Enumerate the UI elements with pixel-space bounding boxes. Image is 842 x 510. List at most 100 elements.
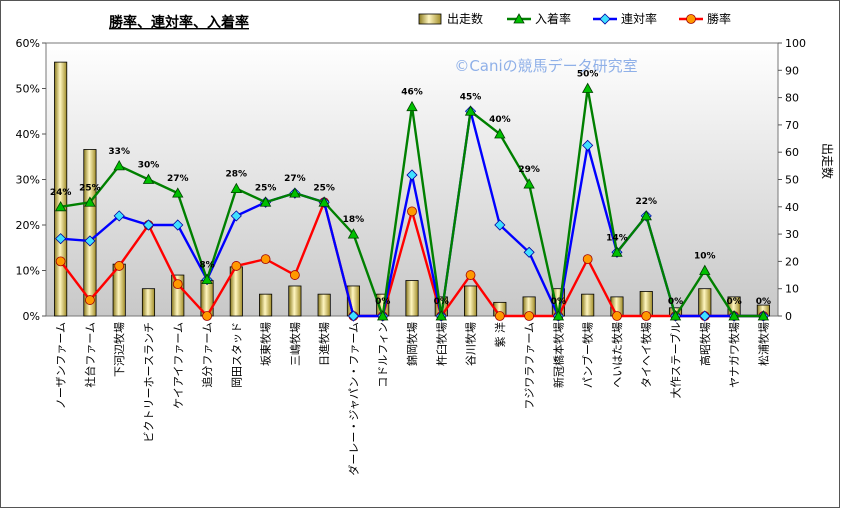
y2-tick-label: 10 [785, 283, 799, 296]
x-tick-label-20: タイヘイ牧場 [639, 322, 653, 388]
data-label-7: 25% [255, 183, 277, 193]
point-勝率-7 [260, 254, 271, 265]
data-label-20: 22% [635, 197, 657, 207]
bar-7 [259, 293, 273, 317]
point-勝率-2 [114, 261, 125, 271]
point-入着率-8 [289, 187, 301, 198]
point-連対率-2 [113, 210, 125, 222]
legend-swatch-bar [418, 13, 442, 25]
data-label-11: 0% [375, 297, 390, 307]
y-tick-label: 50% [16, 83, 40, 96]
point-入着率-21 [669, 310, 682, 321]
legend-label: 入着率 [535, 11, 571, 26]
x-tick-label-13: 杵臼牧場 [434, 322, 448, 366]
x-tick-label-12: 錦岡牧場 [405, 322, 419, 366]
x-tick-label-5: 追分ファーム [200, 322, 214, 388]
point-入着率-7 [259, 196, 272, 207]
y2-tick-label: 100 [785, 37, 806, 50]
point-連対率-0 [55, 233, 67, 245]
bar-18 [581, 293, 595, 317]
data-label-17: 0% [551, 297, 566, 307]
x-tick-label-24: 松浦牧場 [756, 322, 770, 366]
data-labels: 24% 25% 33% 30% 27% 8% 28% 25% 27% 25% 18% 0% 46% 0% 4… [50, 70, 771, 308]
point-勝率-0 [55, 256, 66, 267]
legend-marker [599, 13, 611, 25]
point-勝率-8 [289, 270, 300, 280]
point-入着率-0 [54, 200, 67, 212]
point-勝率-15 [494, 311, 505, 321]
point-連対率-10 [347, 310, 360, 322]
y-tick-label: 30% [16, 174, 40, 187]
y-tick-label: 20% [16, 219, 40, 232]
point-勝率-18 [582, 254, 593, 265]
legend-marker [686, 14, 696, 24]
point-勝率-6 [231, 261, 242, 271]
data-label-0: 24% [50, 188, 72, 198]
data-label-15: 40% [489, 115, 511, 125]
point-入着率-2 [113, 160, 125, 171]
data-label-2: 33% [108, 147, 130, 157]
x-tick-label-23: ヤナガワ牧場 [727, 322, 741, 388]
data-label-10: 18% [343, 215, 365, 225]
x-tick-label-16: フジワラファーム [523, 322, 536, 410]
y-tick-label: 60% [16, 37, 40, 50]
y-axis-left: 0% 10% 20% 30% 40% 50% 60% [16, 37, 46, 323]
point-勝率-12 [407, 206, 417, 217]
point-入着率-16 [523, 178, 535, 189]
x-tick-label-1: 社台ファーム [83, 322, 97, 388]
data-label-21: 0% [668, 297, 683, 307]
point-入着率-12 [406, 100, 418, 112]
x-tick-label-11: コドルフィン [377, 322, 390, 388]
x-tick-label-17: 新冠橋本牧場 [551, 322, 565, 388]
x-tick-label-3: ビクトリーホースランチ [142, 322, 155, 442]
legend-item-red: 勝率 [679, 11, 731, 26]
point-連対率-22 [699, 310, 711, 322]
y2-tick-label: 0 [785, 310, 792, 323]
point-入着率-18 [582, 82, 594, 93]
bar-series [54, 61, 770, 317]
x-tick-label-2: 下河辺牧場 [112, 322, 126, 377]
point-勝率-5 [202, 311, 212, 321]
point-勝率-4 [172, 279, 183, 290]
x-tick-label-6: 岡田スタッド [230, 322, 243, 388]
legend-marker [513, 13, 525, 24]
point-入着率-3 [142, 173, 155, 184]
point-入着率-13 [435, 310, 447, 321]
point-連対率-6 [230, 210, 242, 222]
x-tick-label-0: ノーザンファーム [55, 322, 68, 409]
point-勝率-20 [641, 311, 652, 321]
x-tick-label-4: ケイアイファーム [172, 322, 185, 409]
legend-item-blue: 連対率 [593, 11, 657, 26]
point-入着率-19 [611, 246, 623, 257]
legend-item-bar: 出走数 [418, 11, 483, 26]
legend-label: 連対率 [621, 11, 657, 26]
point-勝率-16 [524, 311, 535, 321]
point-連対率-15 [494, 219, 506, 231]
point-連対率-18 [582, 139, 594, 151]
point-入着率-6 [230, 182, 242, 194]
y2-tick-label: 40 [785, 201, 799, 214]
bar-8 [288, 285, 302, 317]
x-tick-label-18: パンブー牧場 [581, 322, 595, 388]
y2-tick-label: 60 [785, 146, 799, 159]
x-tick-label-22: 高昭牧場 [698, 322, 712, 366]
point-入着率-17 [552, 310, 565, 321]
data-label-14: 45% [460, 92, 482, 102]
y2-tick-label: 80 [785, 92, 799, 105]
data-label-9: 25% [313, 183, 335, 193]
data-label-22: 10% [694, 252, 716, 262]
x-tick-label-19: へいはた牧場 [610, 322, 624, 388]
y-tick-label: 40% [16, 128, 40, 141]
point-勝率-1 [85, 295, 95, 305]
bar-3 [141, 288, 156, 317]
line-series [54, 82, 770, 322]
point-入着率-4 [172, 187, 184, 198]
bar-1 [83, 149, 97, 317]
point-連対率-16 [523, 246, 535, 258]
data-label-1: 25% [79, 183, 101, 193]
legend: 出走数 入着率 連対率 勝率 [418, 11, 731, 26]
chart-title: 勝率、連対率、入着率 [109, 14, 249, 31]
y-tick-label: 0% [23, 310, 40, 323]
